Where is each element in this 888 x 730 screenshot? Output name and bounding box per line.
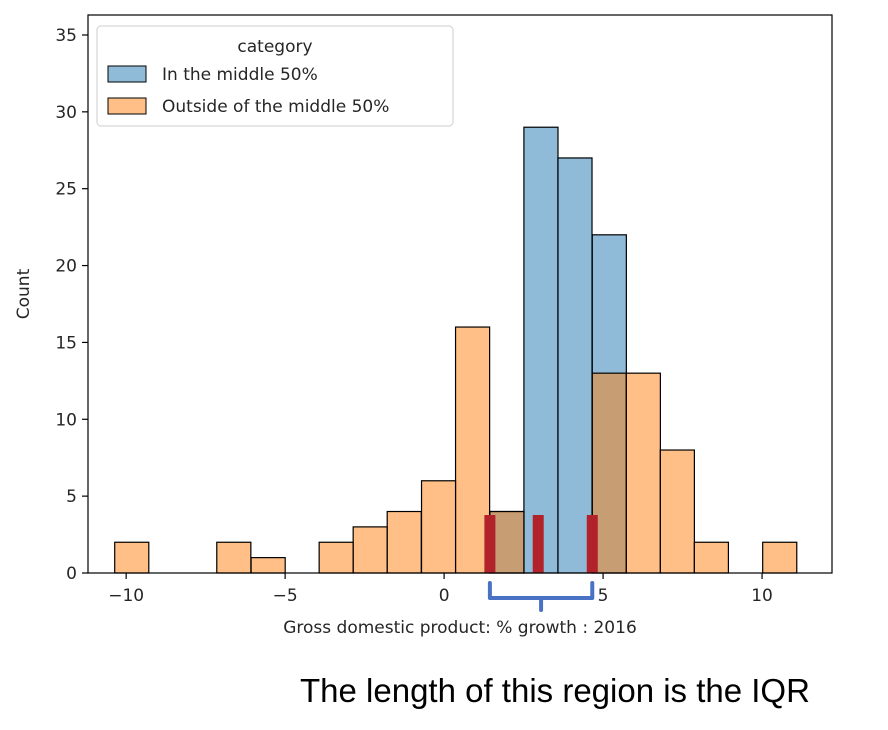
bar-outside-0 — [114, 541, 150, 574]
bar-outside-2 — [250, 557, 286, 574]
legend: category In the middle 50% Outside of th… — [96, 25, 454, 127]
x-axis-ticks: −10 −5 0 5 10 — [108, 573, 773, 606]
x-tick-label: −5 — [273, 586, 298, 606]
y-axis-ticks: 0 5 10 15 20 25 30 35 — [55, 26, 88, 584]
y-tick-label: 30 — [55, 103, 77, 123]
legend-label-outside: Outside of the middle 50% — [162, 97, 389, 117]
legend-swatch-outside — [107, 97, 147, 115]
y-tick-label: 15 — [55, 333, 77, 353]
iqr-annotation: The length of this region is the IQR — [300, 672, 810, 709]
bar-outside-10 — [625, 372, 661, 574]
y-axis-label: Count — [14, 268, 34, 319]
quartile-markers — [484, 515, 598, 573]
y-tick-label: 20 — [55, 257, 77, 277]
x-tick-label: −10 — [108, 586, 144, 606]
bar-outside-13 — [762, 541, 798, 574]
bars-layer — [114, 126, 798, 574]
bar-outside-5 — [386, 510, 422, 574]
x-tick-label: 10 — [751, 586, 773, 606]
bar-outside-3 — [318, 541, 354, 574]
bar-outside-6 — [420, 480, 457, 574]
x-axis-label: Gross domestic product: % growth : 2016 — [283, 618, 637, 638]
y-tick-label: 35 — [55, 26, 77, 46]
iqr-bracket — [487, 581, 595, 612]
bar-outside-1 — [216, 541, 252, 574]
quartile-marker-2 — [586, 515, 598, 573]
bar-outside-7 — [454, 326, 491, 574]
plot-frame — [87, 14, 833, 574]
x-tick-label: 5 — [598, 586, 609, 606]
legend-title: category — [237, 37, 312, 57]
y-tick-label: 0 — [66, 564, 77, 584]
bar-middle-1 — [523, 126, 559, 574]
bar-outside-12 — [693, 541, 730, 574]
legend-swatch-middle — [107, 65, 147, 83]
y-tick-label: 5 — [66, 487, 77, 507]
y-tick-label: 10 — [55, 410, 77, 430]
legend-label-middle: In the middle 50% — [162, 65, 318, 85]
bar-outside-4 — [352, 526, 388, 574]
x-tick-label: 0 — [439, 586, 450, 606]
quartile-marker-0 — [484, 515, 496, 573]
bar-outside-11 — [659, 449, 695, 574]
legend-box — [96, 25, 454, 127]
bar-middle-2 — [557, 157, 593, 574]
y-tick-label: 25 — [55, 180, 77, 200]
quartile-marker-1 — [532, 515, 544, 573]
bar-outside-8 — [489, 510, 525, 574]
